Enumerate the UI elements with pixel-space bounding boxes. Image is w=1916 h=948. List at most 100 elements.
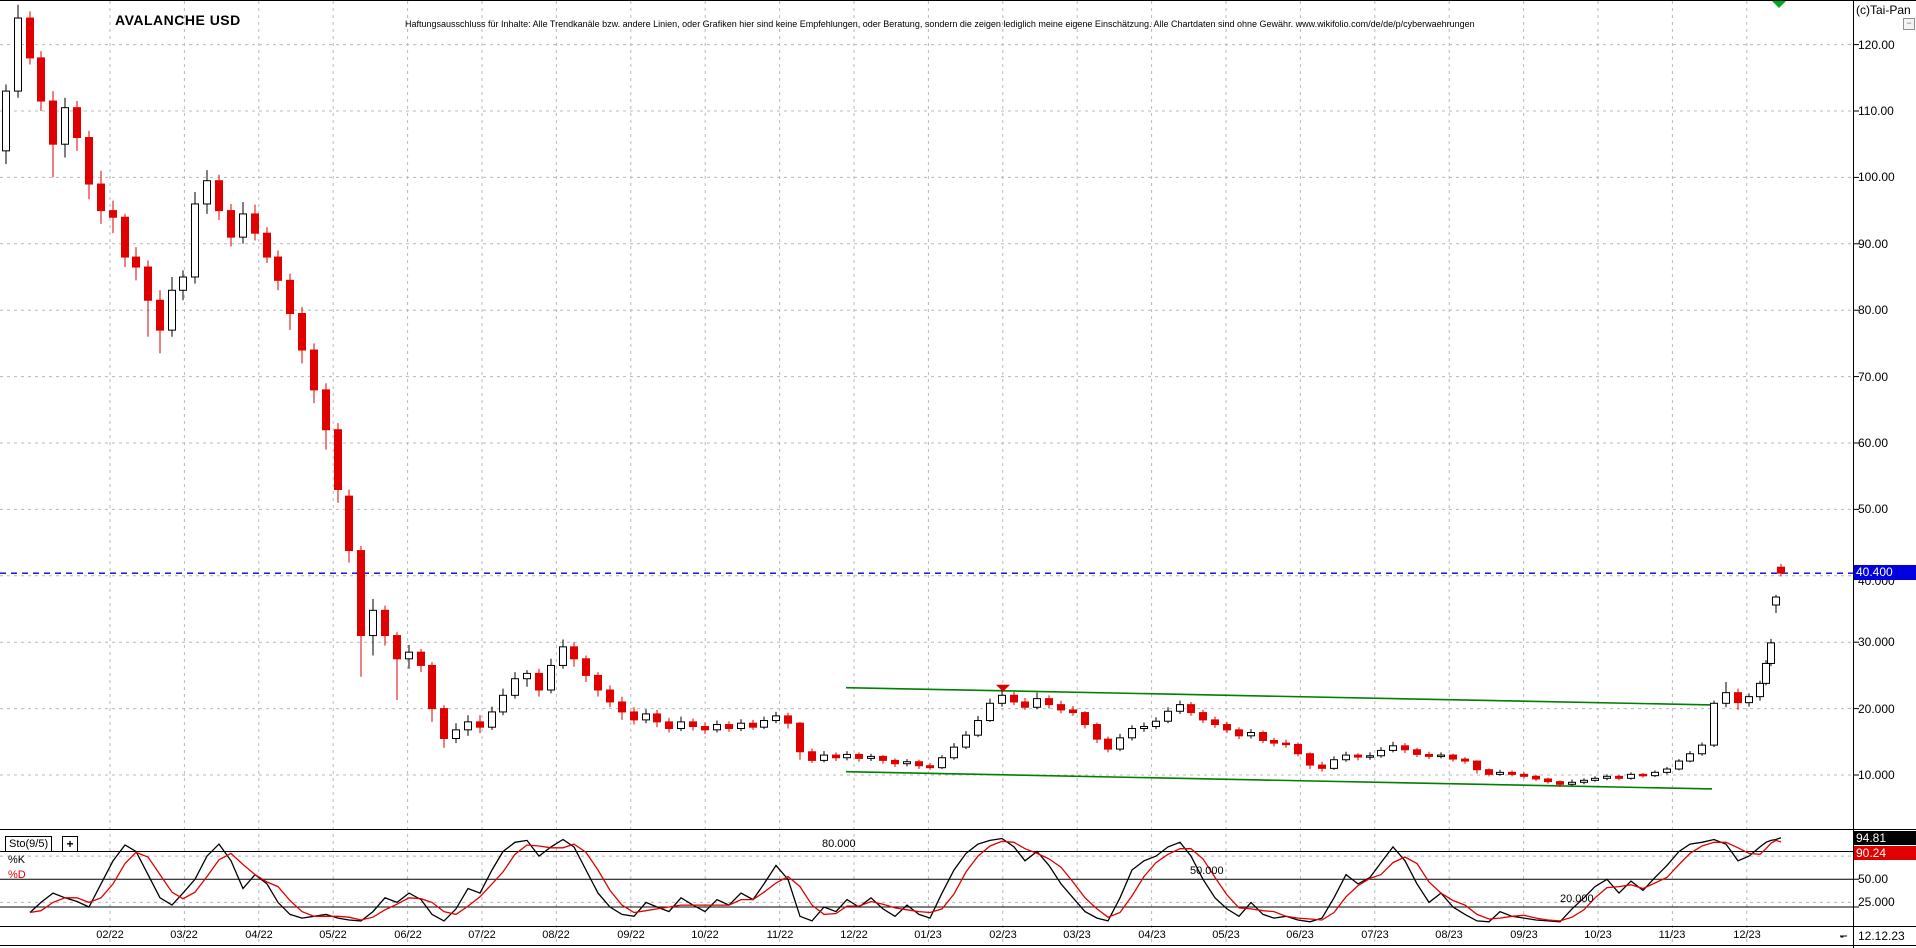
indicator-name-button[interactable]: Sto(9/5) [5,836,53,852]
candle-down [582,658,590,676]
candle-up [1710,702,1718,746]
trend-channel-lower-line[interactable] [845,770,1713,790]
price-axis-label: 90.00 [1858,237,1889,251]
candle-down [1294,743,1302,755]
candle-up [1437,754,1445,758]
candle-down [73,107,81,139]
sto-level-label: 20.000 [1560,893,1594,905]
candle-up [239,213,247,238]
month-axis-label: 07/22 [468,929,496,941]
k-value-badge: 94.81 [1854,831,1916,845]
candle-down [26,17,34,59]
trend-channel-upper-line[interactable] [845,686,1713,706]
candle-down [1081,712,1089,726]
candle-up [998,694,1006,704]
d-line-label: %D [8,869,26,881]
candle-down [1544,778,1552,783]
candle-down [915,761,923,767]
candle-down [1401,745,1409,751]
candle-down [1639,773,1647,777]
candle-up [1568,781,1576,785]
candle-down [1199,712,1207,721]
candle-up [1176,704,1184,712]
chart-title: AVALANCHE USD [115,12,241,28]
candle-up [1580,779,1588,783]
candle-down [1473,760,1481,771]
candle-down [1425,753,1433,757]
candle-up [1116,737,1124,750]
price-axis-label: 50.00 [1858,502,1889,516]
candle-down [109,210,117,218]
month-axis-label: 04/22 [245,929,273,941]
price-axis-label: 120.00 [1858,38,1895,52]
candle-up [1330,759,1338,769]
candle-down [1270,739,1278,744]
month-axis-label: 11/22 [766,929,794,941]
stochastic-d-line [29,839,1782,922]
candle-down [926,765,934,769]
candle-down [1354,754,1362,758]
candle-down [428,664,436,710]
expand-indicator-icon[interactable]: + [62,836,78,852]
sto-level-label: 50.000 [1190,865,1224,877]
candle-up [1762,662,1770,684]
candle-up [677,721,685,730]
candle-up [2,90,10,152]
candle-down [1010,694,1018,703]
month-axis-label: 07/23 [1361,929,1389,941]
candle-up [642,713,650,721]
last-date-label: 12.12.23 [1858,929,1905,943]
candle-down [725,724,733,730]
price-axis-label: 80.00 [1858,303,1889,317]
candle-down [1235,729,1243,737]
minimize-icon[interactable]: − [1903,18,1915,30]
candle-up [203,180,211,205]
candle-up [1663,768,1671,773]
candle-up [464,721,472,731]
candle-up [1496,771,1504,775]
candle-up [1152,720,1160,728]
candle-up [511,678,519,696]
candle-up [547,664,555,691]
month-axis-label: 06/22 [394,929,422,941]
candle-down [701,726,709,731]
candle-down [215,180,223,212]
month-axis-label: 04/23 [1138,929,1166,941]
candle-up [559,646,567,666]
candle-down [1069,709,1077,714]
candle-up [1164,710,1172,722]
month-axis-label: 01/23 [914,929,942,941]
candle-down [1211,719,1219,726]
candle-up [488,711,496,728]
candle-up [1342,754,1350,761]
candle-down [1734,692,1742,704]
candle-down [1187,704,1195,714]
copyright-label: (c)Tai-Pan [1856,3,1911,17]
d-value-badge: 90.24 [1854,846,1916,860]
candle-down [156,299,164,331]
candle-down [132,256,140,268]
candle-up [369,609,377,637]
month-axis-label: 02/23 [989,929,1017,941]
candle-down [417,651,425,666]
price-axis-label: 20.000 [1858,702,1895,716]
candle-down [891,759,899,765]
price-axis-label: 100.00 [1858,170,1895,184]
candle-up [1767,642,1775,664]
candle-up [1603,775,1611,779]
candle-up [1651,771,1659,777]
candle-up [1756,682,1764,698]
candle-down [594,674,602,691]
month-axis-label: 05/22 [319,929,347,941]
candle-down [251,213,259,234]
candle-down [1223,724,1231,731]
candle-down [97,183,105,212]
candle-up [1772,596,1780,606]
sto-axis-label: 25.000 [1858,895,1895,909]
month-axis-label: 03/22 [170,929,198,941]
candle-down [49,100,57,145]
month-axis-label: 03/23 [1063,929,1091,941]
candle-down [263,232,271,258]
candle-down [535,672,543,691]
